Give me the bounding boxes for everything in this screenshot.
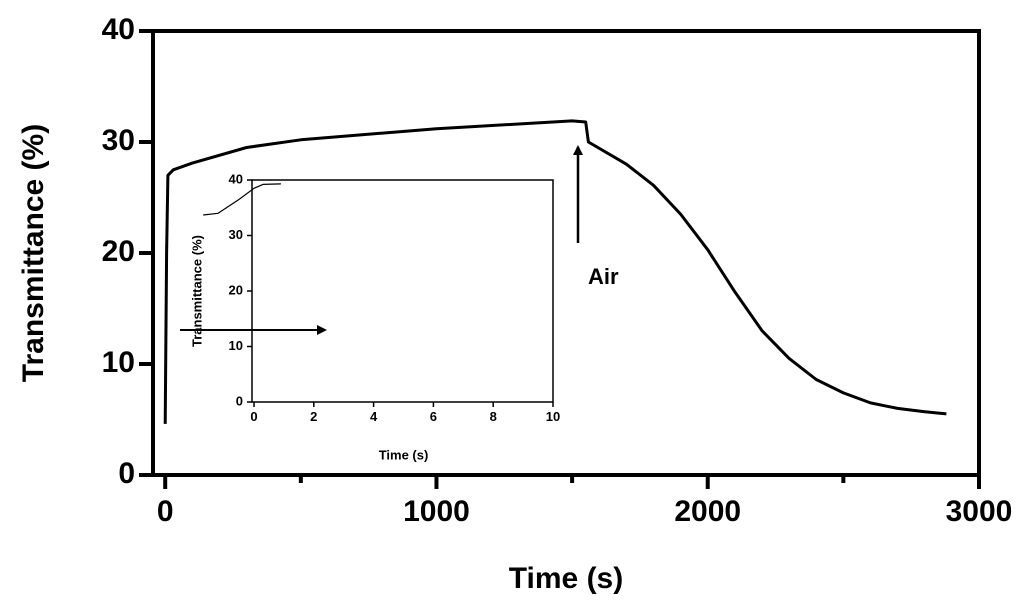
plot-frame — [251, 179, 554, 403]
y-axis-label: Transmittance (%) — [17, 124, 50, 382]
x-tick-label: 6 — [430, 409, 437, 424]
y-tick-label: 10 — [102, 346, 135, 379]
x-tick-label: 2000 — [674, 495, 741, 528]
y-tick-label: 20 — [102, 235, 135, 268]
y-tick-label: 20 — [229, 282, 243, 297]
x-tick-label: 4 — [370, 409, 378, 424]
data-line — [203, 183, 281, 216]
x-tick-label: 2 — [310, 409, 317, 424]
y-tick-label: 0 — [118, 457, 135, 490]
x-tick-label: 10 — [546, 409, 560, 424]
x-tick-label: 0 — [250, 409, 257, 424]
x-axis-label: Time (s) — [379, 447, 429, 462]
y-tick-label: 40 — [102, 13, 135, 46]
x-axis-label: Time (s) — [509, 562, 623, 595]
y-tick-label: 30 — [229, 227, 243, 242]
y-tick-label: 30 — [102, 124, 135, 157]
y-tick-label: 10 — [229, 338, 243, 353]
y-tick-label: 40 — [229, 171, 243, 186]
y-axis-label: Transmittance (%) — [189, 235, 204, 347]
inset-chart: 0 2 4 6 8 10 0 10 20 30 40 Time (s) Transmittance (%… — [189, 171, 560, 462]
x-tick-label: 0 — [157, 495, 174, 528]
y-tick-label: 0 — [236, 393, 243, 408]
data-line — [163, 119, 947, 424]
x-tick-label: 8 — [490, 409, 497, 424]
x-tick-label: 3000 — [946, 495, 1013, 528]
x-tick-label: 1000 — [403, 495, 470, 528]
annotation: Air — [588, 264, 619, 289]
